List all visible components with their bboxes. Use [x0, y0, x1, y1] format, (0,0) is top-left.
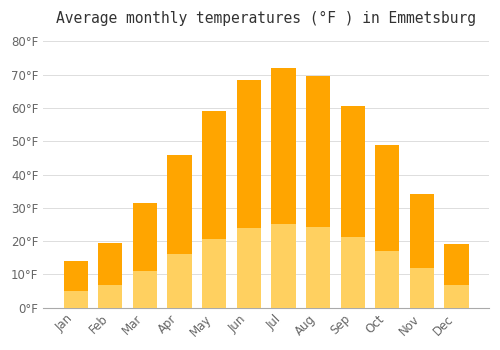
Bar — [272, 68, 295, 224]
Bar — [202, 111, 226, 239]
Bar — [444, 244, 468, 286]
Bar — [133, 271, 157, 308]
Bar — [168, 254, 192, 308]
Bar — [64, 261, 88, 291]
Bar — [306, 76, 330, 227]
Bar — [375, 145, 400, 251]
Bar — [306, 227, 330, 308]
Bar — [272, 224, 295, 308]
Bar — [202, 239, 226, 308]
Bar — [133, 203, 157, 271]
Bar — [375, 251, 400, 308]
Bar — [64, 291, 88, 308]
Bar — [444, 286, 468, 308]
Title: Average monthly temperatures (°F ) in Emmetsburg: Average monthly temperatures (°F ) in Em… — [56, 11, 476, 26]
Bar — [410, 268, 434, 308]
Bar — [236, 228, 261, 308]
Bar — [236, 80, 261, 228]
Bar — [340, 106, 365, 237]
Bar — [410, 195, 434, 268]
Bar — [98, 285, 122, 308]
Bar — [98, 243, 122, 285]
Bar — [168, 155, 192, 254]
Bar — [340, 237, 365, 308]
